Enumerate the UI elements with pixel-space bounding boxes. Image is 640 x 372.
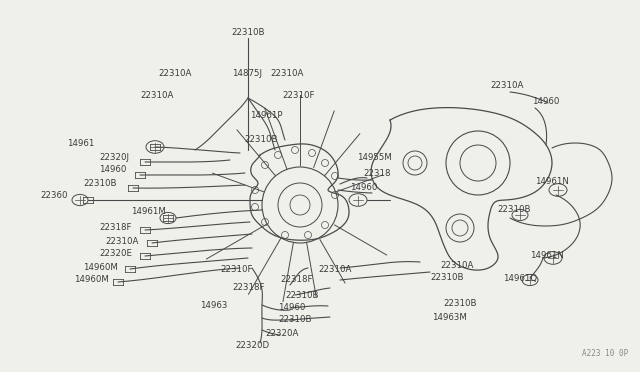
Text: 22310A: 22310A: [105, 237, 138, 246]
Text: 14960: 14960: [532, 97, 559, 106]
Text: 14960: 14960: [350, 183, 378, 192]
Text: A223 10 0P: A223 10 0P: [582, 349, 628, 358]
Text: 22310B: 22310B: [497, 205, 531, 215]
Text: 22310A: 22310A: [440, 260, 474, 269]
Text: 22310A: 22310A: [159, 70, 192, 78]
Text: 14961: 14961: [67, 138, 94, 148]
Text: 22310B: 22310B: [244, 135, 278, 144]
Text: 22310A: 22310A: [141, 92, 174, 100]
Text: 22310B: 22310B: [231, 28, 265, 37]
Text: 22310A: 22310A: [270, 70, 303, 78]
Text: 22310A: 22310A: [490, 81, 524, 90]
Text: 22310F: 22310F: [282, 92, 314, 100]
Text: 14875J: 14875J: [232, 70, 262, 78]
Text: 22320D: 22320D: [235, 341, 269, 350]
Text: 22310A: 22310A: [318, 266, 351, 275]
Text: 22320E: 22320E: [99, 250, 132, 259]
Text: 22310B: 22310B: [83, 179, 116, 187]
Text: 14963: 14963: [200, 301, 227, 310]
Text: 14960M: 14960M: [83, 263, 118, 272]
Text: 22320A: 22320A: [265, 328, 298, 337]
Text: 22360: 22360: [40, 192, 67, 201]
Text: 14960: 14960: [278, 304, 305, 312]
Text: 14963M: 14963M: [432, 314, 467, 323]
Text: 22310F: 22310F: [220, 266, 253, 275]
Text: 22318F: 22318F: [232, 283, 264, 292]
Text: 22310B: 22310B: [443, 298, 477, 308]
Text: 14960M: 14960M: [74, 276, 109, 285]
Text: 22310B: 22310B: [430, 273, 463, 282]
Text: 22310B: 22310B: [278, 315, 312, 324]
Text: 22318F: 22318F: [99, 224, 131, 232]
Text: 14961N: 14961N: [530, 250, 564, 260]
Text: 22310B: 22310B: [285, 291, 319, 299]
Text: 14960: 14960: [99, 166, 126, 174]
Text: 22318F: 22318F: [280, 276, 312, 285]
Text: 22320J: 22320J: [99, 153, 129, 161]
Text: 14955M: 14955M: [357, 153, 392, 161]
Text: 22318: 22318: [363, 170, 390, 179]
Text: 14961Q: 14961Q: [503, 273, 537, 282]
Text: 14961N: 14961N: [535, 177, 569, 186]
Text: 14961M: 14961M: [131, 208, 166, 217]
Text: 14961P: 14961P: [250, 112, 282, 121]
